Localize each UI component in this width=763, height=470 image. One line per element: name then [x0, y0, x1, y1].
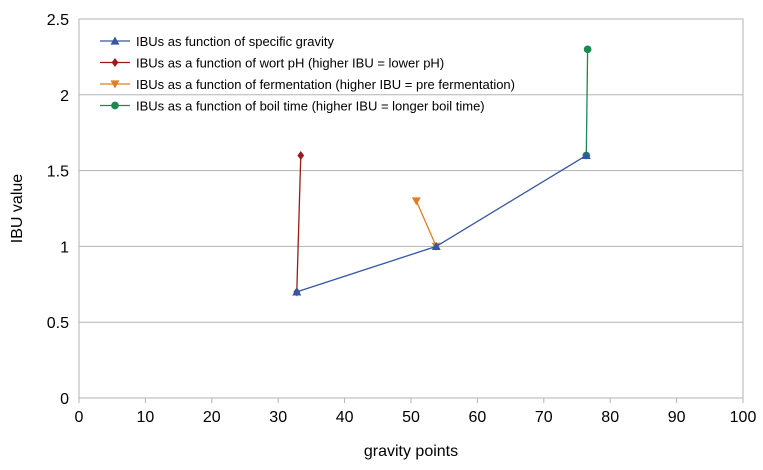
series-line — [585, 49, 589, 156]
x-tick-label: 60 — [469, 409, 487, 426]
legend-label: IBUs as a function of boil time (higher … — [136, 99, 485, 114]
y-tick-label: 2 — [60, 88, 69, 105]
legend-item-1: IBUs as function of specific gravity — [100, 34, 334, 49]
x-tick-label: 20 — [203, 409, 221, 426]
legend-marker — [111, 101, 119, 110]
data-point — [292, 287, 302, 296]
data-point — [431, 241, 441, 250]
data-point — [581, 150, 591, 160]
y-tick-label: 0 — [60, 391, 69, 408]
legend-label: IBUs as a function of fermentation (high… — [136, 77, 515, 92]
legend-marker — [110, 80, 120, 89]
x-tick-label: 50 — [402, 409, 420, 426]
x-tick-label: 90 — [668, 409, 686, 426]
x-tick-label: 100 — [730, 409, 757, 426]
legend-label: IBUs as a function of wort pH (higher IB… — [136, 56, 444, 71]
x-tick-label: 80 — [601, 409, 619, 426]
series-line — [296, 155, 302, 292]
y-tick-label: 1 — [60, 239, 69, 256]
series-4 — [582, 45, 592, 160]
series-group — [292, 45, 592, 297]
y-axis-title: IBU value — [9, 174, 26, 243]
legend-item-3: IBUs as a function of fermentation (high… — [100, 77, 515, 92]
series-1 — [292, 150, 591, 296]
series-2 — [293, 150, 305, 297]
y-tick-label: 2.5 — [47, 12, 69, 29]
x-tick-label: 40 — [336, 409, 354, 426]
x-tick-label: 0 — [75, 409, 84, 426]
legend-marker — [110, 36, 120, 45]
legend: IBUs as function of specific gravity IBUs… — [100, 34, 515, 114]
x-tick-labels: 0 10 20 30 40 50 60 70 80 90 100 — [75, 409, 757, 426]
data-point — [583, 45, 592, 54]
x-axis-title: gravity points — [364, 443, 458, 460]
legend-marker — [111, 58, 119, 67]
y-tick-label: 0.5 — [47, 315, 69, 332]
x-tick-label: 70 — [535, 409, 553, 426]
legend-item-4: IBUs as a function of boil time (higher … — [100, 99, 485, 114]
data-point — [411, 197, 421, 206]
y-tick-labels: 0 0.5 1 1.5 2 2.5 — [47, 12, 69, 408]
plot-area — [78, 18, 744, 399]
series-line — [296, 154, 587, 293]
y-tick-label: 1.5 — [47, 164, 69, 181]
legend-label: IBUs as function of specific gravity — [136, 34, 334, 49]
x-tick-label: 30 — [269, 409, 287, 426]
x-tick-label: 10 — [137, 409, 155, 426]
series-line — [415, 200, 437, 247]
legend-item-2: IBUs as a function of wort pH (higher IB… — [100, 56, 444, 71]
data-point — [297, 150, 305, 160]
